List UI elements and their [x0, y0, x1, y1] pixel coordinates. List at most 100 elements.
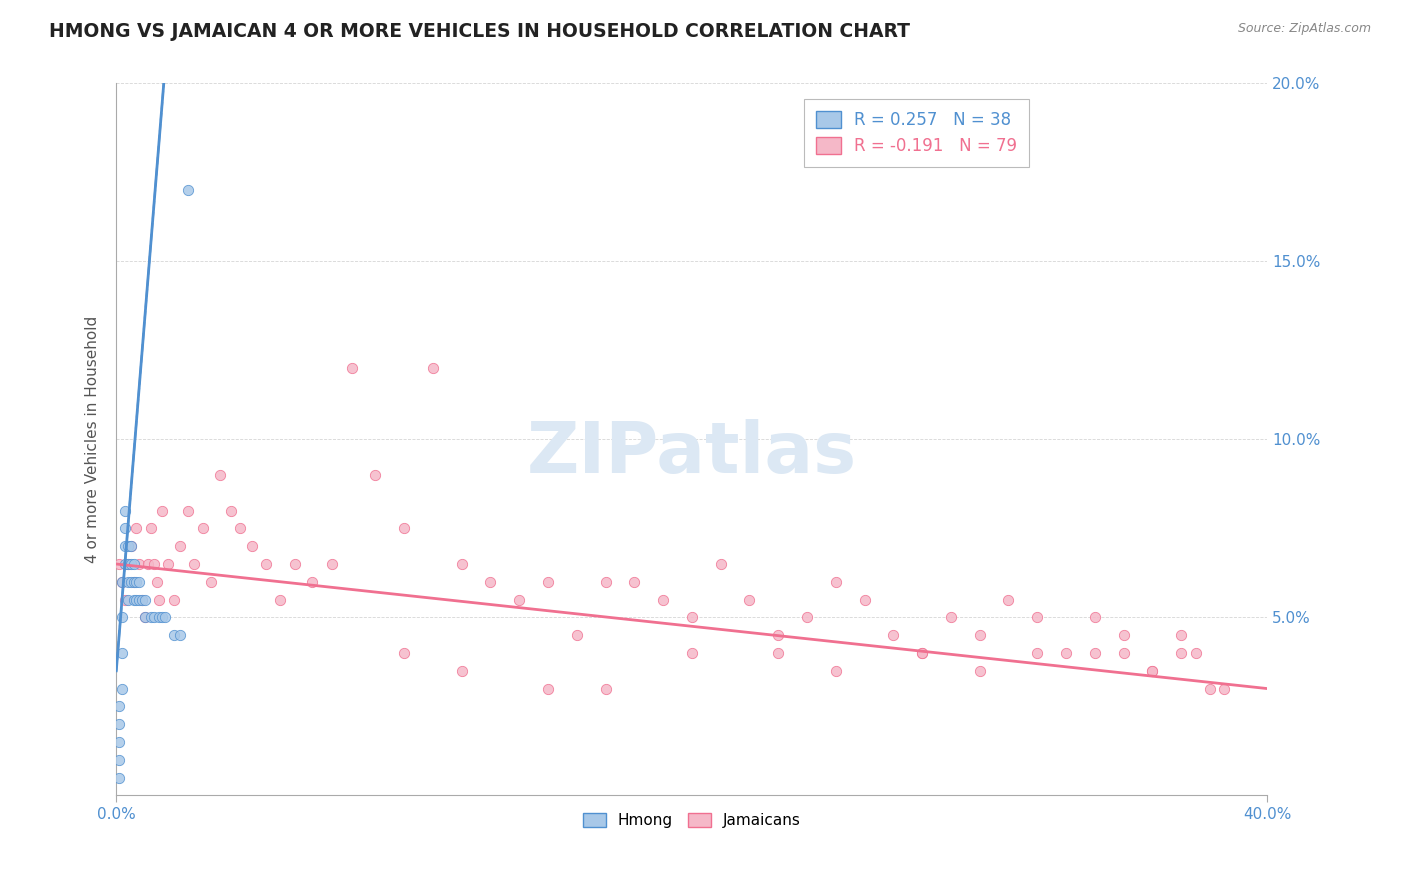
Legend: Hmong, Jamaicans: Hmong, Jamaicans — [576, 806, 807, 834]
Point — [134, 610, 156, 624]
Point — [169, 539, 191, 553]
Point — [191, 521, 214, 535]
Point — [364, 468, 387, 483]
Point — [1084, 646, 1107, 660]
Point — [125, 592, 148, 607]
Point — [120, 574, 142, 589]
Point — [142, 557, 165, 571]
Point — [177, 503, 200, 517]
Point — [1026, 646, 1049, 660]
Point — [824, 574, 846, 589]
Point — [1084, 610, 1107, 624]
Point — [114, 557, 136, 571]
Point — [108, 717, 131, 731]
Point — [969, 628, 991, 642]
Point — [111, 574, 134, 589]
Text: Source: ZipAtlas.com: Source: ZipAtlas.com — [1237, 22, 1371, 36]
Point — [122, 574, 145, 589]
Point — [153, 610, 176, 624]
Point — [766, 628, 789, 642]
Point — [392, 521, 415, 535]
Point — [911, 646, 934, 660]
Point — [128, 574, 150, 589]
Point — [208, 468, 231, 483]
Point — [125, 521, 148, 535]
Point — [284, 557, 307, 571]
Point — [422, 361, 444, 376]
Point — [537, 574, 560, 589]
Point — [1170, 628, 1192, 642]
Point — [148, 610, 170, 624]
Point — [111, 574, 134, 589]
Point — [131, 592, 153, 607]
Point — [321, 557, 343, 571]
Point — [142, 610, 165, 624]
Point — [111, 610, 134, 624]
Point — [1112, 646, 1135, 660]
Point — [150, 610, 173, 624]
Point — [1026, 610, 1049, 624]
Point — [681, 610, 703, 624]
Point — [114, 592, 136, 607]
Point — [652, 592, 675, 607]
Point — [623, 574, 645, 589]
Point — [136, 557, 159, 571]
Point — [120, 557, 142, 571]
Point — [108, 735, 131, 749]
Point — [163, 628, 186, 642]
Point — [131, 592, 153, 607]
Point — [479, 574, 502, 589]
Point — [117, 592, 139, 607]
Point — [508, 592, 530, 607]
Point — [114, 521, 136, 535]
Point — [1142, 664, 1164, 678]
Point — [342, 361, 364, 376]
Point — [450, 664, 472, 678]
Point — [882, 628, 904, 642]
Point — [1199, 681, 1222, 696]
Point — [134, 610, 156, 624]
Point — [117, 539, 139, 553]
Text: HMONG VS JAMAICAN 4 OR MORE VEHICLES IN HOUSEHOLD CORRELATION CHART: HMONG VS JAMAICAN 4 OR MORE VEHICLES IN … — [49, 22, 910, 41]
Point — [128, 592, 150, 607]
Point — [681, 646, 703, 660]
Point — [117, 574, 139, 589]
Point — [117, 557, 139, 571]
Point — [108, 557, 131, 571]
Point — [738, 592, 761, 607]
Point — [1112, 628, 1135, 642]
Point — [853, 592, 876, 607]
Point — [114, 539, 136, 553]
Point — [766, 646, 789, 660]
Point — [595, 574, 617, 589]
Point — [1054, 646, 1077, 660]
Point — [111, 681, 134, 696]
Point — [122, 592, 145, 607]
Point — [450, 557, 472, 571]
Point — [939, 610, 962, 624]
Point — [128, 557, 150, 571]
Point — [824, 664, 846, 678]
Point — [120, 539, 142, 553]
Point — [254, 557, 277, 571]
Point — [1142, 664, 1164, 678]
Point — [796, 610, 818, 624]
Point — [139, 610, 162, 624]
Point — [108, 699, 131, 714]
Point — [108, 753, 131, 767]
Point — [145, 574, 167, 589]
Point — [169, 628, 191, 642]
Y-axis label: 4 or more Vehicles in Household: 4 or more Vehicles in Household — [86, 316, 100, 563]
Point — [240, 539, 263, 553]
Point — [125, 574, 148, 589]
Point — [1213, 681, 1236, 696]
Point — [114, 503, 136, 517]
Point — [111, 646, 134, 660]
Point — [1170, 646, 1192, 660]
Point — [200, 574, 222, 589]
Point — [183, 557, 205, 571]
Point — [392, 646, 415, 660]
Point — [177, 183, 200, 197]
Point — [269, 592, 291, 607]
Point — [537, 681, 560, 696]
